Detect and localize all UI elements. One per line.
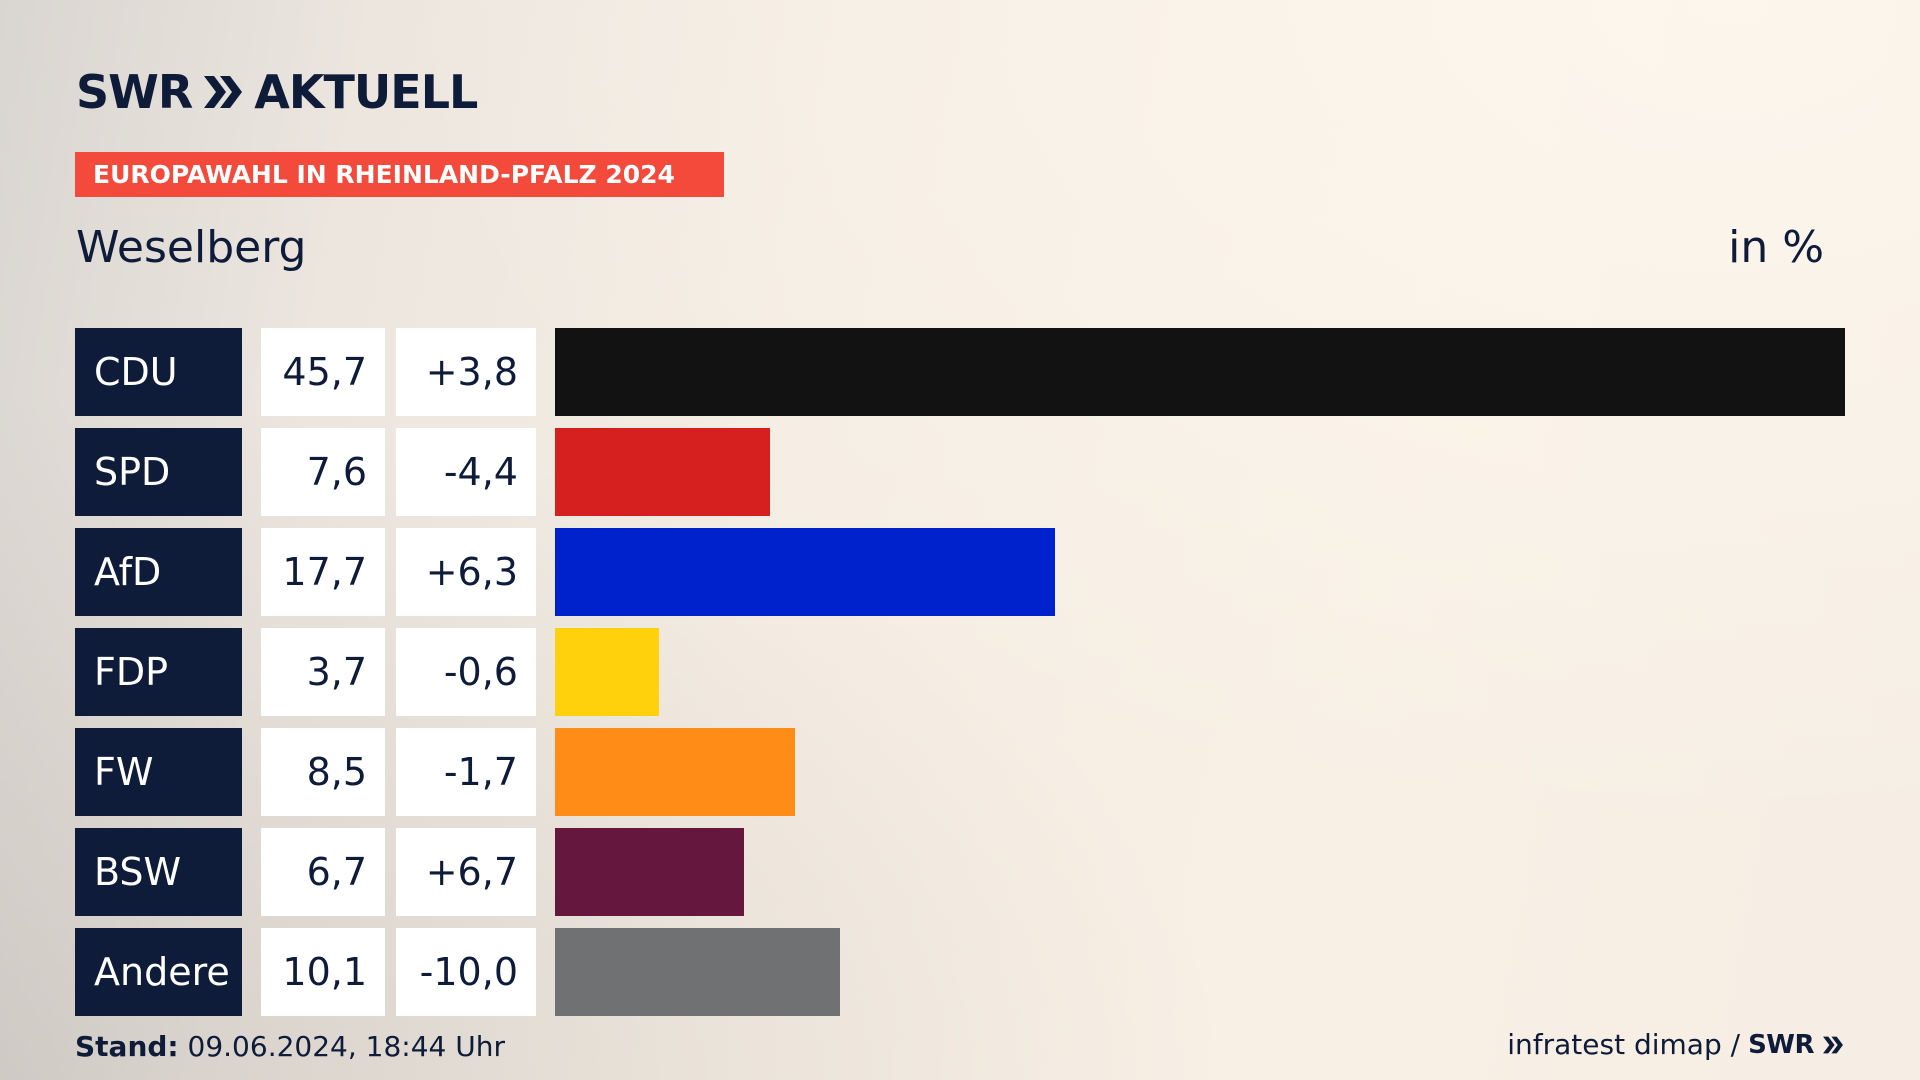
party-label: FDP bbox=[75, 628, 242, 716]
location-title: Weselberg bbox=[76, 222, 307, 273]
bar-fw bbox=[555, 728, 795, 816]
chart-row-fdp: FDP 3,7 -0,6 bbox=[75, 628, 1845, 716]
source-text: infratest dimap / bbox=[1507, 1028, 1741, 1061]
party-label: SPD bbox=[75, 428, 242, 516]
bar-fdp bbox=[555, 628, 659, 716]
chart-row-cdu: CDU 45,7 +3,8 bbox=[75, 328, 1845, 416]
value-label: 8,5 bbox=[261, 728, 385, 816]
chart-row-fw: FW 8,5 -1,7 bbox=[75, 728, 1845, 816]
party-label: Andere bbox=[75, 928, 242, 1016]
timestamp: Stand: 09.06.2024, 18:44 Uhr bbox=[75, 1030, 505, 1063]
party-label: BSW bbox=[75, 828, 242, 916]
logo-swr-text: SWR bbox=[76, 65, 193, 119]
value-label: 17,7 bbox=[261, 528, 385, 616]
party-label: AfD bbox=[75, 528, 242, 616]
diff-label: -10,0 bbox=[396, 928, 536, 1016]
diff-label: +6,7 bbox=[396, 828, 536, 916]
swr-aktuell-logo: SWR AKTUELL bbox=[76, 65, 478, 119]
stand-value: 09.06.2024, 18:44 Uhr bbox=[187, 1030, 505, 1063]
party-label: FW bbox=[75, 728, 242, 816]
value-label: 10,1 bbox=[261, 928, 385, 1016]
footer-double-chevron-icon bbox=[1823, 1036, 1843, 1053]
party-label: CDU bbox=[75, 328, 242, 416]
bar-afd bbox=[555, 528, 1055, 616]
diff-label: +6,3 bbox=[396, 528, 536, 616]
logo-aktuell-text: AKTUELL bbox=[254, 65, 478, 119]
value-label: 6,7 bbox=[261, 828, 385, 916]
source-credit: infratest dimap / SWR bbox=[1507, 1028, 1844, 1061]
diff-label: -4,4 bbox=[396, 428, 536, 516]
value-label: 3,7 bbox=[261, 628, 385, 716]
bar-spd bbox=[555, 428, 770, 516]
diff-label: -0,6 bbox=[396, 628, 536, 716]
diff-label: +3,8 bbox=[396, 328, 536, 416]
bar-andere bbox=[555, 928, 840, 1016]
bar-cdu bbox=[555, 328, 1845, 416]
footer-swr-logo: SWR bbox=[1748, 1029, 1814, 1060]
unit-label: in % bbox=[1728, 222, 1824, 273]
value-label: 45,7 bbox=[261, 328, 385, 416]
stand-label: Stand: bbox=[75, 1030, 179, 1063]
double-chevron-icon bbox=[204, 76, 243, 108]
diff-label: -1,7 bbox=[396, 728, 536, 816]
value-label: 7,6 bbox=[261, 428, 385, 516]
chart-row-bsw: BSW 6,7 +6,7 bbox=[75, 828, 1845, 916]
bar-bsw bbox=[555, 828, 744, 916]
chart-row-afd: AfD 17,7 +6,3 bbox=[75, 528, 1845, 616]
chart-row-spd: SPD 7,6 -4,4 bbox=[75, 428, 1845, 516]
election-banner: EUROPAWAHL IN RHEINLAND-PFALZ 2024 bbox=[75, 152, 724, 197]
chart-row-andere: Andere 10,1 -10,0 bbox=[75, 928, 1845, 1016]
